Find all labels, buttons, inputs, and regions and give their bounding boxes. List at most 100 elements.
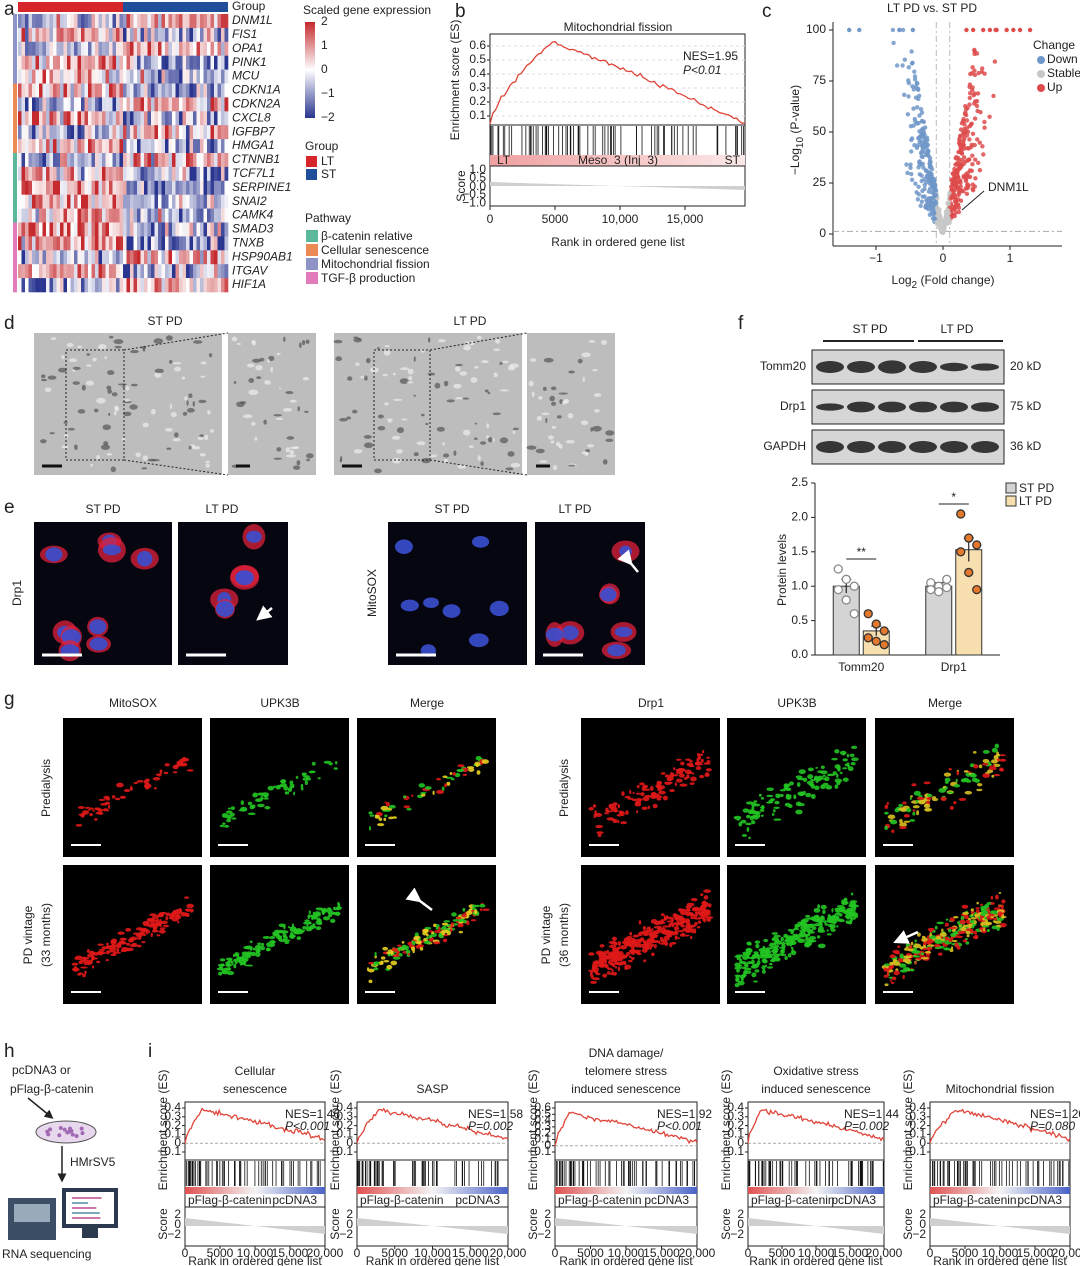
- micrograph-texture: [270, 366, 273, 373]
- heatmap-cell: [56, 125, 61, 140]
- heatmap-cell: [140, 69, 145, 84]
- heatmap-cell: [18, 139, 22, 154]
- signal: [949, 918, 956, 922]
- micrograph-texture: [188, 445, 192, 450]
- signal: [119, 937, 126, 941]
- axis-label: −Log10 (P-value): [788, 85, 805, 175]
- heatmap-cell: [98, 208, 103, 223]
- heatmap-cell: [39, 125, 43, 140]
- micrograph-texture: [455, 396, 463, 400]
- micrograph-texture: [186, 408, 195, 413]
- heatmap-cell: [214, 97, 218, 112]
- heatmap-cell: [119, 236, 124, 251]
- bar-label: pcDNA3: [272, 1193, 317, 1207]
- arrow: [405, 887, 433, 911]
- signal: [962, 939, 968, 943]
- heatmap-cell: [147, 153, 152, 168]
- heatmap-cell: [161, 27, 166, 43]
- cell: [70, 1132, 75, 1137]
- heatmap-cell: [91, 55, 96, 70]
- volcano-point: [970, 131, 976, 136]
- signal: [661, 930, 665, 935]
- signal: [1001, 915, 1004, 919]
- heatmap-cell: [137, 27, 141, 43]
- signal: [472, 904, 477, 908]
- signal: [753, 800, 758, 803]
- volcano-point: [971, 93, 976, 98]
- volcano-point: [919, 143, 925, 149]
- signal: [456, 769, 465, 772]
- signal: [987, 769, 994, 774]
- signal: [383, 960, 390, 963]
- heatmap-cell: [21, 41, 26, 56]
- signal: [920, 952, 925, 956]
- heatmap-cell: [49, 55, 54, 70]
- heatmap-cell: [130, 166, 134, 182]
- heatmap-cell: [112, 153, 117, 168]
- volcano-point: [847, 27, 852, 33]
- volcano-point: [977, 168, 983, 173]
- micrograph-texture: [558, 444, 563, 449]
- signal: [903, 820, 911, 823]
- signal: [823, 920, 827, 924]
- volcano-point: [929, 196, 934, 201]
- heatmap-cell: [95, 250, 99, 265]
- signal: [642, 940, 647, 944]
- heatmap-cell: [32, 166, 36, 182]
- heatmap-cell: [18, 180, 22, 195]
- signal: [808, 942, 813, 946]
- legend-label: LT: [321, 154, 335, 168]
- signal: [628, 959, 633, 963]
- signal: [393, 948, 398, 953]
- heatmap-cell: [18, 264, 22, 279]
- heatmap-cell: [214, 125, 218, 140]
- heatmap-cell: [60, 222, 64, 237]
- cell: [46, 1132, 51, 1137]
- signal: [390, 960, 398, 966]
- heatmap-cell: [161, 83, 166, 98]
- signal: [983, 927, 986, 932]
- heatmap-cell: [168, 27, 173, 43]
- signal: [766, 794, 774, 798]
- volcano-point: [926, 207, 931, 212]
- heatmap-cell: [172, 14, 176, 29]
- heatmap-cell: [210, 139, 215, 154]
- signal: [597, 951, 605, 956]
- heatmap-cell: [200, 236, 204, 251]
- signal: [91, 965, 95, 969]
- signal: [889, 979, 893, 982]
- signal: [772, 809, 776, 813]
- signal: [290, 932, 294, 936]
- heatmap-cell: [200, 55, 204, 70]
- heatmap-cell: [56, 180, 61, 195]
- micrograph-texture: [382, 373, 388, 377]
- heatmap-cell: [25, 125, 29, 140]
- volcano-point: [909, 49, 914, 54]
- y-tick-label: 100: [806, 22, 826, 36]
- signal: [783, 783, 791, 788]
- volcano-point: [915, 197, 921, 202]
- micrograph-texture: [298, 342, 302, 349]
- nucleus: [489, 600, 509, 617]
- heatmap-cell: [168, 83, 173, 98]
- blot-band: [971, 441, 999, 453]
- micrograph-texture: [205, 460, 210, 464]
- arrow: [27, 1097, 54, 1119]
- heatmap-cell: [119, 83, 124, 98]
- signal: [217, 963, 225, 967]
- blot-band: [940, 362, 968, 372]
- micrograph-texture: [129, 404, 138, 410]
- axis-label: Score: [328, 1208, 342, 1240]
- heatmap-cell: [109, 69, 113, 84]
- heatmap-cell: [21, 83, 26, 98]
- signal: [934, 939, 943, 944]
- heatmap-cell: [130, 222, 134, 237]
- signal: [607, 967, 612, 971]
- heatmap-cell: [221, 208, 225, 223]
- heatmap-cell: [214, 69, 218, 84]
- heatmap-cell: [39, 14, 43, 29]
- x-tick-label: 5000: [207, 1246, 234, 1260]
- color-bar-tick: 0: [321, 62, 328, 76]
- heatmap-cell: [25, 264, 29, 279]
- heatmap-cell: [133, 153, 138, 168]
